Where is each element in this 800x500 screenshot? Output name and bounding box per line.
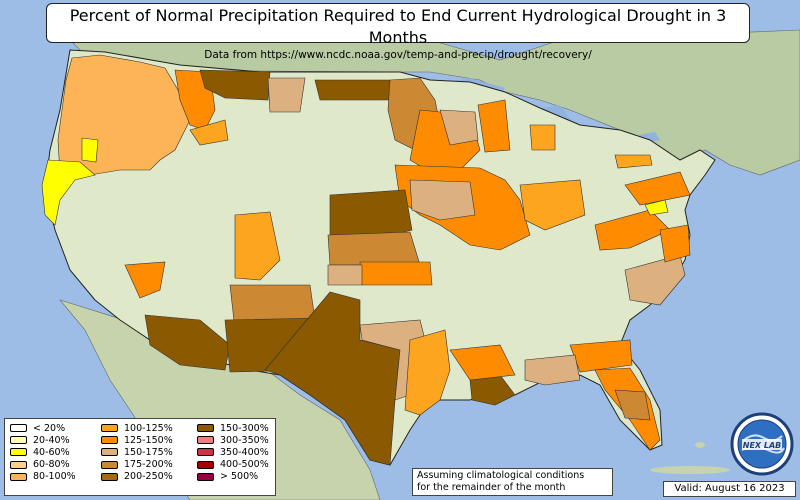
legend-swatch (10, 460, 27, 469)
region-id-125-150 (189, 119, 229, 146)
note-line-1: Assuming climatological conditions (417, 470, 585, 481)
legend-item: 300-350% (197, 434, 269, 446)
legend-item: 150-175% (101, 446, 173, 458)
legend: < 20% 20-40% 40-60% 60-80% 80-100% 100-1… (4, 418, 276, 496)
legend-label: 300-350% (220, 434, 269, 446)
region-mt-150-300 (199, 69, 271, 101)
region-az-150-300 (144, 314, 231, 371)
legend-item: > 500% (197, 471, 269, 483)
legend-column-1: < 20% 20-40% 40-60% 60-80% 80-100% (10, 422, 76, 483)
legend-label: 60-80% (33, 459, 70, 471)
legend-swatch (10, 472, 27, 481)
region-ks-175-200 (327, 231, 421, 266)
legend-swatch (10, 424, 27, 433)
region-mi-125-150 (477, 99, 511, 153)
island-cuba (650, 466, 730, 474)
legend-swatch (197, 448, 214, 457)
legend-swatch (197, 424, 214, 433)
legend-swatch (101, 448, 118, 457)
valid-date: Valid: August 16 2023 (663, 481, 796, 497)
legend-label: 150-175% (124, 446, 173, 458)
region-tx-la-100-125 (404, 329, 451, 416)
legend-item: 40-60% (10, 446, 76, 458)
legend-item: 20-40% (10, 434, 76, 446)
legend-swatch (10, 448, 27, 457)
legend-label: 150-300% (220, 422, 269, 434)
region-az-125-150 (124, 261, 166, 299)
legend-swatch (197, 436, 214, 445)
region-al-150-175 (524, 354, 581, 386)
legend-item: 60-80% (10, 459, 76, 471)
legend-item: 100-125% (101, 422, 173, 434)
legend-label: 175-200% (124, 459, 173, 471)
region-ms-125-150 (449, 344, 516, 381)
legend-item: 400-500% (197, 459, 269, 471)
map-title-box: Percent of Normal Precipitation Required… (46, 3, 750, 61)
region-ca-40-60 (41, 159, 96, 226)
legend-item: 80-100% (10, 471, 76, 483)
region-wi-150-175 (439, 109, 479, 146)
region-md-40-60 (644, 199, 669, 216)
region-fl-175-200 (614, 389, 651, 421)
region-mi-100-125 (529, 124, 556, 151)
legend-column-2: 100-125% 125-150% 150-175% 175-200% 200-… (101, 422, 173, 483)
region-in-oh-100-125 (519, 179, 586, 231)
legend-label: 350-400% (220, 446, 269, 458)
legend-label: 80-100% (33, 471, 76, 483)
legend-label: > 500% (220, 471, 259, 483)
region-ny-100-125 (614, 154, 653, 169)
legend-label: 40-60% (33, 446, 70, 458)
legend-item: < 20% (10, 422, 76, 434)
legend-label: 400-500% (220, 459, 269, 471)
legend-item: 150-300% (197, 422, 269, 434)
legend-label: 125-150% (124, 434, 173, 446)
region-ks-125-150 (359, 261, 433, 286)
region-ok-150-175 (327, 264, 363, 286)
note-line-2: for the remainder of the month (417, 482, 566, 493)
legend-item: 125-150% (101, 434, 173, 446)
legend-item: 175-200% (101, 459, 173, 471)
region-tx-150-300 (264, 291, 401, 466)
region-va-125-150 (594, 209, 671, 251)
legend-label: 100-125% (124, 422, 173, 434)
legend-swatch (197, 472, 214, 481)
legend-swatch (197, 460, 214, 469)
legend-label: 20-40% (33, 434, 70, 446)
legend-label: < 20% (33, 422, 66, 434)
legend-swatch (101, 436, 118, 445)
region-nc-125-150 (659, 224, 691, 263)
legend-swatch (101, 424, 118, 433)
region-or-40-60 (81, 137, 99, 163)
legend-swatch (101, 472, 118, 481)
region-co-100-125 (234, 211, 281, 281)
legend-swatch (101, 460, 118, 469)
region-pa-125-150 (624, 171, 691, 206)
logo-text: NEX LAB (743, 441, 782, 450)
map-subtitle: Data from https://www.ncdc.noaa.gov/temp… (204, 49, 592, 61)
legend-swatch (10, 436, 27, 445)
legend-column-3: 150-300% 300-350% 350-400% 400-500% > 50… (197, 422, 269, 483)
legend-item: 350-400% (197, 446, 269, 458)
region-mt-150-175 (267, 77, 306, 113)
map-title: Percent of Normal Precipitation Required… (69, 6, 727, 47)
assumption-note: Assuming climatological conditions for t… (412, 468, 613, 496)
globe-logo-icon: NEX LAB (730, 412, 794, 476)
island-bahamas (695, 442, 705, 448)
region-ia-150-175 (409, 179, 476, 221)
legend-item: 200-250% (101, 471, 173, 483)
region-nd-150-300 (314, 79, 393, 101)
legend-label: 200-250% (124, 471, 173, 483)
